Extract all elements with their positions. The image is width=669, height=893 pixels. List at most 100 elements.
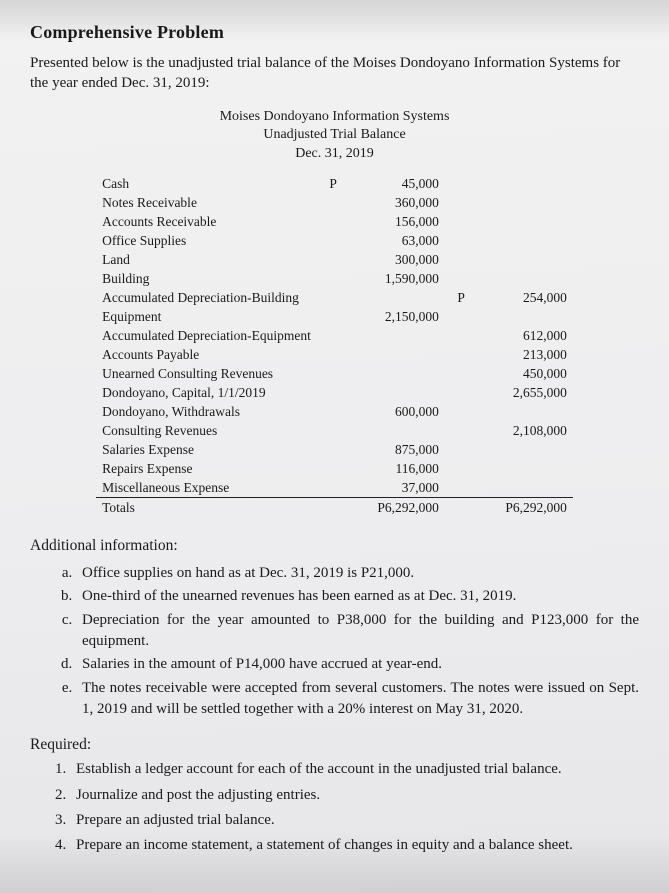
account-name: Miscellaneous Expense bbox=[96, 478, 317, 498]
account-name: Accumulated Depreciation-Building bbox=[96, 288, 317, 307]
table-row: Miscellaneous Expense 37,000 bbox=[96, 478, 573, 498]
debit-amount bbox=[343, 345, 445, 364]
credit-peso bbox=[445, 440, 471, 459]
credit-peso bbox=[445, 402, 471, 421]
debit-amount bbox=[343, 364, 445, 383]
credit-peso bbox=[445, 250, 471, 269]
problem-title: Comprehensive Problem bbox=[30, 22, 639, 43]
table-row: Unearned Consulting Revenues 450,000 bbox=[96, 364, 573, 383]
additional-info-heading: Additional information: bbox=[30, 537, 639, 555]
list-item: Prepare an income statement, a statement… bbox=[70, 834, 639, 857]
credit-amount: 2,655,000 bbox=[471, 383, 573, 402]
debit-amount bbox=[343, 288, 445, 307]
debit-peso bbox=[317, 212, 343, 231]
list-item: The notes receivable were accepted from … bbox=[76, 678, 639, 721]
credit-amount bbox=[471, 269, 573, 288]
table-row: Accumulated Depreciation-Equipment 612,00… bbox=[96, 326, 573, 345]
debit-peso bbox=[317, 421, 343, 440]
list-item: Prepare an adjusted trial balance. bbox=[70, 809, 639, 832]
credit-peso bbox=[445, 269, 471, 288]
intro-paragraph: Presented below is the unadjusted trial … bbox=[30, 53, 639, 94]
debit-amount: 63,000 bbox=[343, 231, 445, 250]
table-row: Building1,590,000 bbox=[96, 269, 573, 288]
credit-amount bbox=[471, 402, 573, 421]
debit-peso bbox=[317, 402, 343, 421]
table-row: Notes Receivable 360,000 bbox=[96, 193, 573, 212]
debit-peso bbox=[317, 459, 343, 478]
debit-amount: 600,000 bbox=[343, 402, 445, 421]
credit-peso bbox=[445, 326, 471, 345]
debit-peso bbox=[317, 288, 343, 307]
debit-peso bbox=[317, 193, 343, 212]
trial-balance-table: CashP45,000Notes Receivable360,000Accoun… bbox=[96, 174, 573, 517]
credit-amount bbox=[471, 193, 573, 212]
statement-name: Unadjusted Trial Balance bbox=[30, 126, 639, 145]
credit-peso bbox=[445, 193, 471, 212]
credit-amount bbox=[471, 174, 573, 193]
credit-peso bbox=[445, 364, 471, 383]
credit-amount: 2,108,000 bbox=[471, 421, 573, 440]
account-name: Land bbox=[96, 250, 317, 269]
table-row: Accounts Receivable 156,000 bbox=[96, 212, 573, 231]
credit-amount: 612,000 bbox=[471, 326, 573, 345]
table-row: Office Supplies 63,000 bbox=[96, 231, 573, 250]
table-row: Repairs Expense 116,000 bbox=[96, 459, 573, 478]
required-heading: Required: bbox=[30, 736, 639, 754]
credit-amount bbox=[471, 231, 573, 250]
credit-amount: 450,000 bbox=[471, 364, 573, 383]
debit-amount: 45,000 bbox=[343, 174, 445, 193]
totals-row: TotalsP6,292,000P6,292,000 bbox=[96, 498, 573, 518]
account-name: Accounts Receivable bbox=[96, 212, 317, 231]
credit-peso bbox=[445, 212, 471, 231]
debit-peso bbox=[317, 478, 343, 498]
list-item: Journalize and post the adjusting entrie… bbox=[70, 784, 639, 807]
credit-amount: 213,000 bbox=[471, 345, 573, 364]
debit-peso bbox=[317, 364, 343, 383]
debit-peso: P bbox=[317, 174, 343, 193]
account-name: Salaries Expense bbox=[96, 440, 317, 459]
debit-amount bbox=[343, 383, 445, 402]
credit-peso bbox=[445, 307, 471, 326]
credit-amount bbox=[471, 212, 573, 231]
credit-amount bbox=[471, 459, 573, 478]
credit-peso bbox=[445, 459, 471, 478]
credit-amount: 254,000 bbox=[471, 288, 573, 307]
table-row: Accounts Payable 213,000 bbox=[96, 345, 573, 364]
credit-peso bbox=[445, 174, 471, 193]
credit-peso bbox=[445, 383, 471, 402]
totals-credit: P6,292,000 bbox=[471, 498, 573, 518]
debit-amount: 116,000 bbox=[343, 459, 445, 478]
account-name: Dondoyano, Withdrawals bbox=[96, 402, 317, 421]
account-name: Dondoyano, Capital, 1/1/2019 bbox=[96, 383, 317, 402]
credit-amount bbox=[471, 478, 573, 498]
credit-amount bbox=[471, 307, 573, 326]
account-name: Cash bbox=[96, 174, 317, 193]
required-list: Establish a ledger account for each of t… bbox=[30, 758, 639, 857]
debit-peso bbox=[317, 383, 343, 402]
debit-amount: 156,000 bbox=[343, 212, 445, 231]
account-name: Repairs Expense bbox=[96, 459, 317, 478]
trial-balance-heading: Moises Dondoyano Information Systems Una… bbox=[30, 108, 639, 165]
credit-peso bbox=[445, 345, 471, 364]
debit-amount: 360,000 bbox=[343, 193, 445, 212]
debit-peso bbox=[317, 307, 343, 326]
account-name: Office Supplies bbox=[96, 231, 317, 250]
table-row: Consulting Revenues2,108,000 bbox=[96, 421, 573, 440]
account-name: Accounts Payable bbox=[96, 345, 317, 364]
table-row: Dondoyano, Capital, 1/1/2019 2,655,000 bbox=[96, 383, 573, 402]
account-name: Accumulated Depreciation-Equipment bbox=[96, 326, 317, 345]
account-name: Notes Receivable bbox=[96, 193, 317, 212]
debit-amount: 875,000 bbox=[343, 440, 445, 459]
account-name: Building bbox=[96, 269, 317, 288]
debit-amount: 2,150,000 bbox=[343, 307, 445, 326]
credit-peso bbox=[445, 478, 471, 498]
account-name: Equipment bbox=[96, 307, 317, 326]
table-row: Salaries Expense 875,000 bbox=[96, 440, 573, 459]
debit-peso bbox=[317, 440, 343, 459]
debit-amount bbox=[343, 326, 445, 345]
credit-peso bbox=[445, 231, 471, 250]
debit-amount: 37,000 bbox=[343, 478, 445, 498]
account-name: Unearned Consulting Revenues bbox=[96, 364, 317, 383]
credit-amount bbox=[471, 440, 573, 459]
table-row: Equipment 2,150,000 bbox=[96, 307, 573, 326]
